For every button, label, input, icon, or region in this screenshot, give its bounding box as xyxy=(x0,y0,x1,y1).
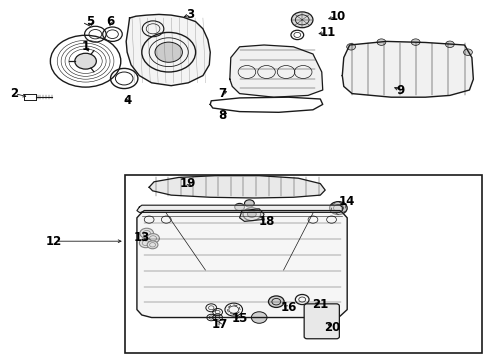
Text: 14: 14 xyxy=(338,195,355,208)
Text: 21: 21 xyxy=(311,298,328,311)
Circle shape xyxy=(291,12,312,28)
Circle shape xyxy=(410,39,419,45)
Text: 4: 4 xyxy=(123,94,131,107)
Polygon shape xyxy=(229,45,322,97)
Circle shape xyxy=(329,202,346,215)
Circle shape xyxy=(251,312,266,323)
Polygon shape xyxy=(137,211,346,318)
Text: 7: 7 xyxy=(218,87,226,100)
Circle shape xyxy=(146,234,159,243)
Polygon shape xyxy=(239,209,264,221)
Circle shape xyxy=(346,44,355,50)
Circle shape xyxy=(247,211,256,217)
Circle shape xyxy=(463,49,471,55)
Text: 1: 1 xyxy=(81,40,89,53)
Text: 11: 11 xyxy=(319,26,335,39)
FancyBboxPatch shape xyxy=(304,304,339,339)
Circle shape xyxy=(155,42,182,62)
Circle shape xyxy=(376,39,385,45)
Polygon shape xyxy=(137,205,342,212)
Circle shape xyxy=(268,296,284,307)
Text: 5: 5 xyxy=(86,15,94,28)
Bar xyxy=(124,175,481,353)
Text: 9: 9 xyxy=(396,84,404,96)
Polygon shape xyxy=(126,14,210,86)
Text: 2: 2 xyxy=(11,87,19,100)
Text: 19: 19 xyxy=(180,177,196,190)
Circle shape xyxy=(75,53,96,69)
Text: 8: 8 xyxy=(218,109,226,122)
Text: 6: 6 xyxy=(106,15,114,28)
Circle shape xyxy=(445,41,453,48)
Polygon shape xyxy=(149,176,325,198)
Polygon shape xyxy=(342,41,472,97)
Text: 15: 15 xyxy=(231,312,247,325)
Circle shape xyxy=(244,200,254,207)
Text: 13: 13 xyxy=(133,231,150,244)
Circle shape xyxy=(139,238,152,248)
Text: 12: 12 xyxy=(45,235,62,248)
Text: 16: 16 xyxy=(280,301,296,314)
Text: 10: 10 xyxy=(328,10,345,23)
Text: 3: 3 xyxy=(186,8,194,21)
Text: 17: 17 xyxy=(211,318,228,330)
Text: 20: 20 xyxy=(324,321,340,334)
Circle shape xyxy=(140,228,153,238)
Text: 18: 18 xyxy=(258,215,274,228)
Circle shape xyxy=(234,203,244,211)
Circle shape xyxy=(147,241,158,249)
